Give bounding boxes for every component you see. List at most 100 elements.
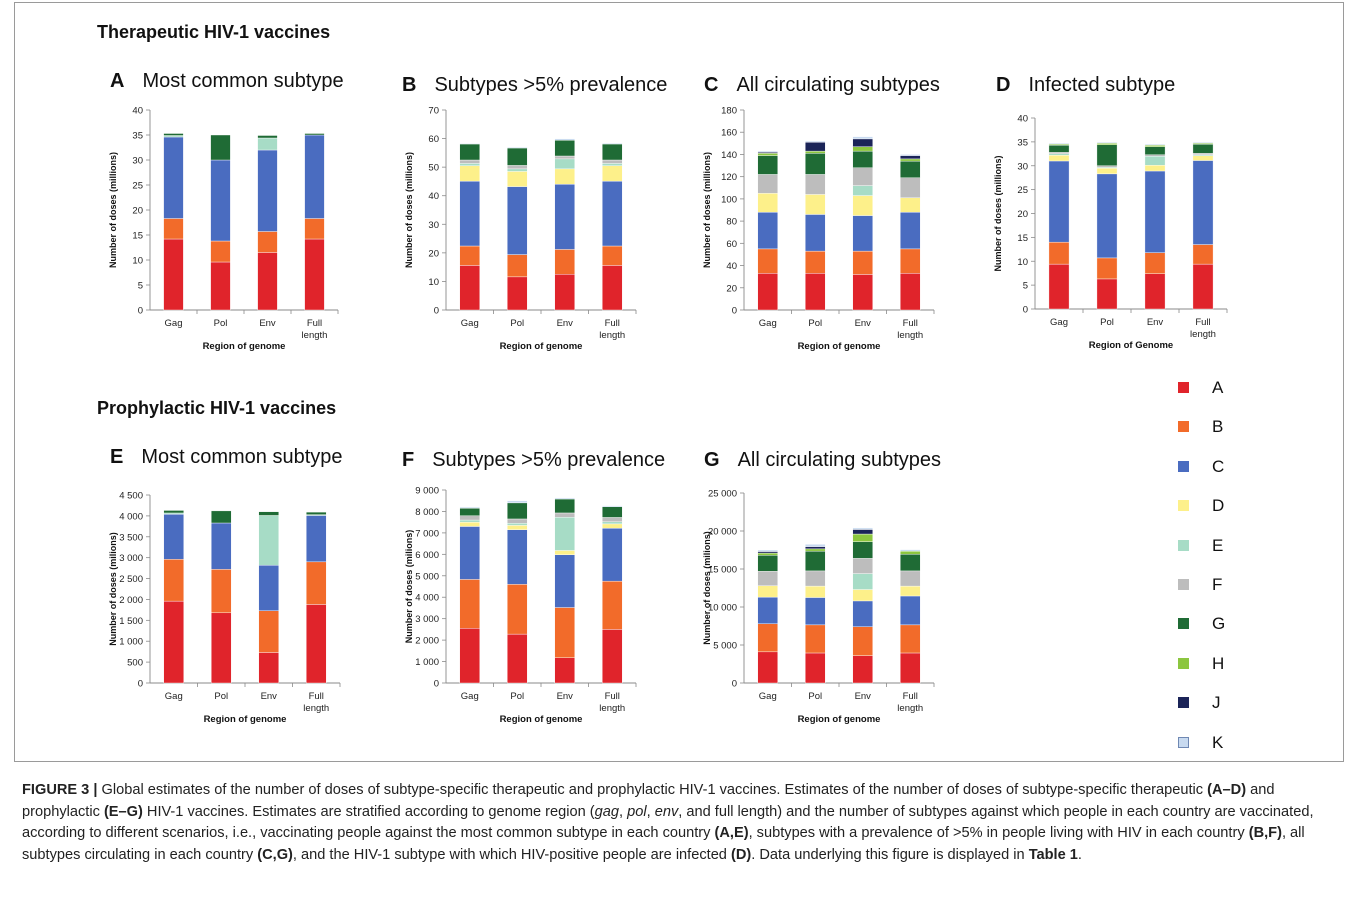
bar-segment-g [1192, 144, 1214, 154]
caption-text: , and the HIV-1 subtype with which HIV-p… [292, 846, 731, 863]
legend-label: J [1212, 693, 1221, 713]
bar-segment-d [1048, 155, 1070, 162]
bar-segment-d [602, 523, 623, 529]
bar-segment-g [459, 508, 480, 516]
bar-segment-f [1048, 152, 1070, 155]
bar-segment-a [210, 261, 231, 311]
bar-segment-e [257, 137, 278, 151]
bar-segment-e [1144, 156, 1166, 166]
bar-segment-j [805, 546, 826, 550]
bar-segment-c [757, 212, 778, 250]
legend-label: B [1212, 417, 1224, 437]
bar-segment-h [805, 548, 826, 552]
figure-caption: FIGURE 3 | Global estimates of the numbe… [22, 780, 1342, 866]
bar-segment-g [852, 150, 873, 168]
caption-ref: (C,G) [257, 846, 293, 863]
bar-segment-f [852, 167, 873, 186]
panel-title-a: A Most common subtype [110, 70, 344, 92]
bar-segment-c [507, 186, 528, 255]
caption-text: , and full length) and the number of sub… [22, 803, 1314, 842]
bar-segment-b [306, 561, 327, 605]
bar-segment-b [459, 579, 480, 629]
legend-item-b: B [1178, 417, 1238, 437]
bar-segment-c [1144, 170, 1166, 253]
bar-segment-a [900, 652, 921, 684]
x-tick-label: Full [903, 318, 918, 329]
bar-segment-d [459, 165, 480, 182]
bar-segment-g [211, 510, 232, 524]
x-tick-label: Pol [510, 318, 524, 329]
x-tick-label: Gag [165, 318, 183, 329]
bar-segment-h [900, 550, 921, 555]
x-tick-label: Gag [461, 318, 479, 329]
bar-segment-f [602, 159, 623, 164]
bar-segment-a [805, 652, 826, 684]
caption-ref: (A–D) [1207, 782, 1247, 798]
caption-text: , all subtypes circulating in each count… [22, 825, 1305, 863]
bar-segment-a [554, 657, 575, 684]
legend-swatch [1178, 539, 1189, 551]
y-tick-label: 2 000 [119, 595, 143, 606]
bar-segment-b [554, 249, 575, 275]
y-tick-label: 160 [721, 128, 737, 139]
bar-segment-g [1096, 144, 1118, 166]
bar-segment-a [554, 274, 575, 311]
bar-segment-g [554, 498, 575, 514]
bar-segment-d [852, 589, 873, 602]
y-tick-label: 40 [1017, 114, 1028, 125]
legend-label: E [1212, 535, 1224, 555]
x-tick-label: length [302, 330, 328, 341]
bar-segment-a [1144, 273, 1166, 310]
bar-segment-a [757, 651, 778, 684]
bar-segment-c [1048, 160, 1070, 243]
bar-segment-a [163, 238, 184, 311]
panel-title-e: E Most common subtype [110, 446, 343, 468]
y-tick-label: 140 [721, 150, 737, 161]
bar-segment-c [211, 522, 232, 570]
bar-segment-b [900, 624, 921, 654]
bar-segment-a [163, 600, 184, 684]
legend-item-j: J [1178, 693, 1238, 713]
x-tick-label: Env [557, 691, 574, 702]
bar-segment-j [757, 551, 778, 554]
bar-segment-g [602, 143, 623, 161]
caption-ref: (B,F) [1248, 825, 1282, 841]
x-axis-title: Region of genome [798, 714, 881, 725]
x-axis-title: Region of genome [500, 714, 583, 725]
bar-segment-b [554, 607, 575, 658]
y-tick-label: 40 [132, 106, 143, 117]
y-tick-label: 30 [1017, 161, 1028, 172]
x-tick-label: Full [605, 691, 620, 702]
section-title-therapeutic: Therapeutic HIV-1 vaccines [97, 22, 331, 42]
bar-segment-a [306, 604, 327, 684]
panel-title-g: G All circulating subtypes [704, 449, 941, 471]
caption-ref: (D) [730, 846, 752, 863]
y-tick-label: 0 [138, 306, 143, 317]
bar-segment-a [1096, 278, 1118, 310]
bar-segment-c [554, 554, 575, 608]
bar-segment-k [554, 497, 575, 500]
x-tick-label: Pol [808, 318, 822, 329]
bar-segment-g [554, 140, 575, 157]
bar-segment-a [852, 655, 873, 684]
y-tick-label: 40 [428, 191, 439, 202]
x-tick-label: Full [307, 318, 322, 329]
chart-g: 0 5 000 10 000 15 000 20 000 25 000 Gag Pol Env F… [702, 489, 935, 725]
bar-segment-j [852, 138, 873, 147]
y-tick-label: 0 [732, 306, 737, 317]
bar-segment-g [210, 134, 231, 161]
bar-segment-c [852, 215, 873, 252]
bar-segment-c [1096, 173, 1118, 259]
x-tick-label: Pol [1100, 317, 1114, 328]
y-tick-label: 1 000 [415, 657, 439, 668]
caption-text: , [646, 803, 655, 820]
bar-segment-b [507, 254, 528, 278]
x-tick-label: Gag [759, 318, 777, 329]
legend-item-h: H [1178, 654, 1238, 674]
bar-segment-d [459, 521, 480, 527]
x-tick-label: Full [605, 318, 620, 329]
bar-segment-h [852, 146, 873, 152]
bar-segment-c [163, 136, 184, 219]
panel-title-c: C All circulating subtypes [704, 74, 940, 96]
